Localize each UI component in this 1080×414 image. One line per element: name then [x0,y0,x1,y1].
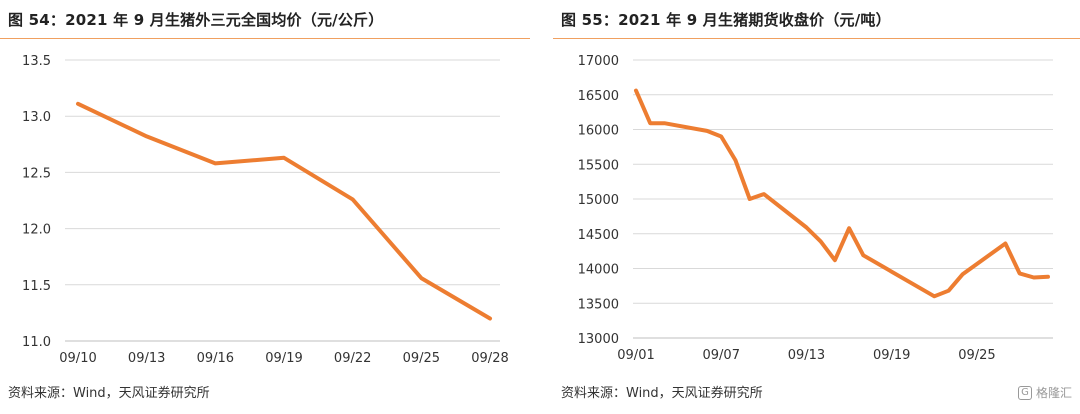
y-tick-label: 16500 [578,89,619,104]
gelonghui-logo-icon: G [1017,385,1032,400]
title-divider [553,38,1080,39]
y-tick-label: 11.0 [22,335,51,350]
chart-title: 图 55：2021 年 9 月生猪期货收盘价（元/吨） [561,11,891,29]
x-tick-label: 09/07 [703,348,740,363]
y-tick-label: 12.5 [22,166,51,181]
source-note: 资料来源：Wind，天风证券研究所 [561,386,763,401]
y-tick-label: 13.0 [22,110,51,125]
y-tick-label: 17000 [578,54,619,69]
x-tick-label: 09/13 [788,348,825,363]
y-tick-label: 14000 [578,263,619,278]
x-tick-label: 09/25 [403,351,440,366]
y-tick-label: 13000 [578,332,619,347]
y-tick-label: 13500 [578,297,619,312]
source-note: 资料来源：Wind，天风证券研究所 [8,386,210,401]
series-line [634,88,1050,299]
x-tick-label: 09/19 [265,351,302,366]
y-tick-label: 11.5 [22,279,51,294]
x-tick-label: 09/22 [334,351,371,366]
y-tick-label: 14500 [578,228,619,243]
x-tick-label: 09/13 [128,351,165,366]
x-tick-label: 09/19 [873,348,910,363]
x-tick-label: 09/25 [958,348,995,363]
x-tick-label: 09/16 [197,351,234,366]
y-tick-label: 13.5 [22,54,51,69]
left-chart-panel: 图 54：2021 年 9 月生猪外三元全国均价（元/公斤） 11.0 11.5 1… [0,0,530,414]
watermark: G 格隆汇 [1017,384,1072,401]
x-tick-label: 09/10 [59,351,96,366]
right-chart-panel: 图 55：2021 年 9 月生猪期货收盘价（元/吨） 13000 13500 14… [553,0,1080,414]
chart-title: 图 54：2021 年 9 月生猪外三元全国均价（元/公斤） [8,11,384,29]
y-tick-label: 16000 [578,124,619,139]
y-tick-label: 12.0 [22,223,51,238]
watermark-text: 格隆汇 [1035,386,1072,400]
price-line-chart: 11.0 11.5 12.0 12.5 13.0 13.5 09/10 09/13 09/16 0… [22,54,509,366]
x-tick-label: 09/28 [471,351,508,366]
futures-line-chart: 13000 13500 14000 14500 15000 15500 16000 16500… [578,54,1053,363]
y-tick-label: 15500 [578,158,619,173]
title-divider [0,38,530,39]
series-line [76,101,492,321]
y-tick-label: 15000 [578,193,619,208]
x-tick-label: 09/01 [617,348,654,363]
